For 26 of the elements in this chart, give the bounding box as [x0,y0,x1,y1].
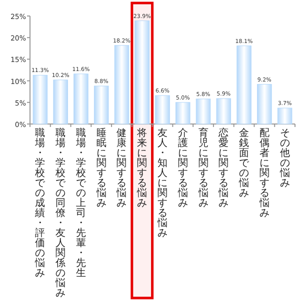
x-tick-label: 介護に関する悩み [176,127,188,209]
bar [176,102,190,124]
category-label: 配偶者に関する悩み [259,128,270,219]
bar [257,84,272,124]
bar [196,98,211,124]
x-tick-label: 育児に関する悩み [197,127,208,209]
x-tick-label: 恋愛に関する悩み [218,127,229,209]
bar [236,46,252,124]
category-label: 職場・学校での同僚・友人関係の悩み [56,128,66,299]
bar [155,95,170,124]
bar [32,74,48,124]
bar [53,80,68,124]
category-label: 職場・学校での上司・先輩・先生 [76,128,86,279]
bar [74,74,88,124]
x-tick-label: 将来に関する悩み [136,127,148,209]
category-label: 職場・学校での成績・評価の悩み [35,128,46,279]
bar [216,98,232,124]
bar [134,20,150,124]
x-tick-label: その他の悩み [278,128,290,189]
x-tick-label: 健康に関する悩み [116,128,127,209]
bar [114,45,130,124]
x-tick-label: 金銭面での悩み [238,127,250,199]
x-tick-label: 睡眠に関する悩み [95,127,106,209]
category-label: 友人・知人に関する悩み [158,128,168,239]
bar [94,86,109,124]
bar [277,108,292,124]
